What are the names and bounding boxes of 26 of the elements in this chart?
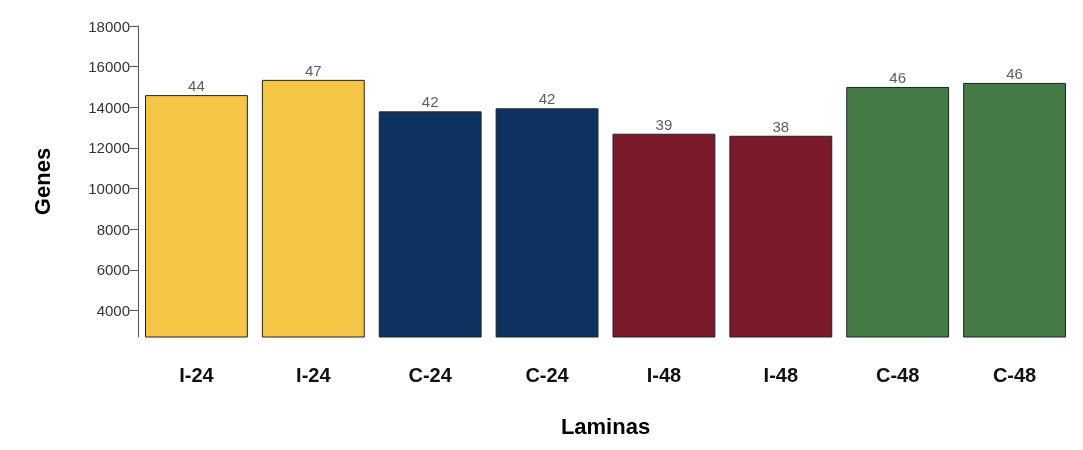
y-tick-label: 10000 [88,180,130,198]
annotation: 42 [421,93,439,111]
y-tick-label: 6000 [96,261,130,279]
annotation: 47 [304,61,322,79]
annotation: 46 [889,68,907,86]
x-tick-label: C-24 [408,364,453,386]
y-tick-label: 4000 [96,302,130,320]
y-axis-title: Genes [29,147,55,216]
x-tick-label: I-48 [763,364,799,386]
annotation: 38 [772,117,790,135]
x-tick-label: C-48 [876,364,920,386]
x-tick-label: C-24 [525,364,570,386]
annotation: 42 [538,90,556,108]
x-tick-label: I-48 [646,364,682,386]
y-tick-label: 14000 [88,98,130,116]
y-tick-label: 18000 [88,17,130,35]
x-axis-title: Laminas [560,413,651,439]
y-tick-label: 8000 [96,220,130,238]
x-tick-label: I-24 [179,364,215,386]
annotation: 46 [1006,64,1023,82]
y-tick-label: 12000 [88,139,130,157]
annotation: 44 [188,77,205,95]
x-tick-label: C-48 [992,364,1037,386]
x-tick-label: I-24 [296,364,332,386]
annotation: 39 [655,115,673,133]
y-tick-label: 16000 [88,58,130,76]
